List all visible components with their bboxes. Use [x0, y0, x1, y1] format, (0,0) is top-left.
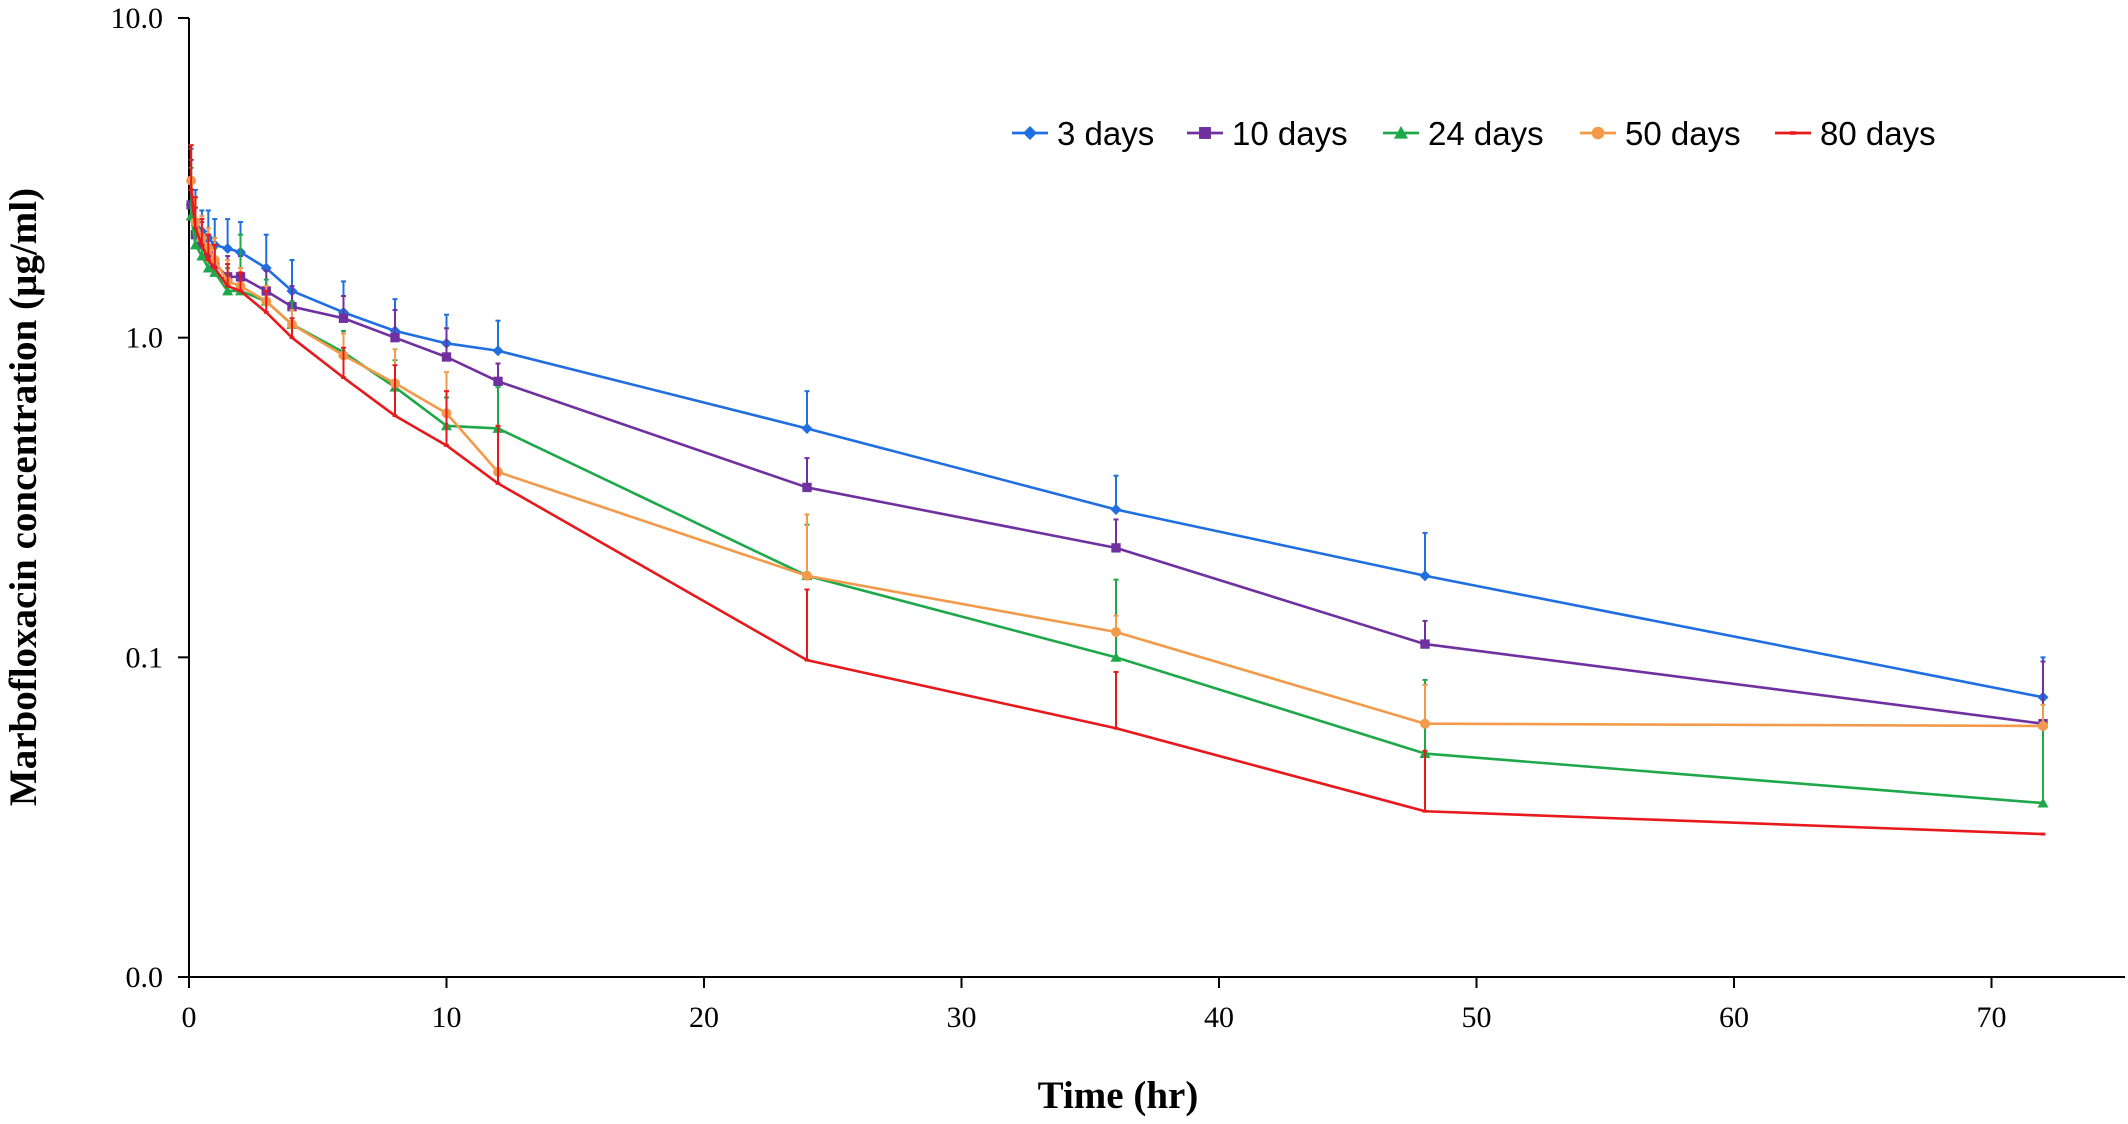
data-point — [193, 226, 198, 230]
data-point — [493, 376, 503, 387]
data-point — [222, 243, 234, 255]
tick-group: 0 10 20 30 40 50 60 70 0.0 0.1 1.0 10.0 — [111, 2, 2007, 1034]
series-80-days — [188, 144, 2046, 836]
legend-item: 24 days — [1383, 115, 1544, 152]
data-point — [492, 345, 504, 357]
series-line — [189, 204, 2044, 699]
data-point — [202, 262, 214, 273]
x-tick-label: 30 — [947, 1001, 977, 1034]
x-axis-title: Time (hr) — [1038, 1074, 1199, 1117]
x-tick-label: 40 — [1204, 1001, 1234, 1034]
data-point — [199, 243, 205, 247]
x-tick-label: 70 — [1977, 1001, 2007, 1034]
data-point — [225, 284, 231, 288]
plot-area — [185, 144, 2049, 836]
data-point — [188, 188, 194, 192]
x-tick-label: 10 — [432, 1001, 462, 1034]
legend-marker — [1023, 126, 1037, 140]
legend-marker — [1790, 131, 1796, 135]
data-point — [802, 482, 812, 493]
data-point — [1111, 627, 1121, 637]
data-point — [189, 239, 201, 250]
data-point — [1419, 570, 1431, 582]
data-point — [260, 262, 272, 274]
data-point — [390, 332, 400, 343]
y-axis-title: Marbofloxacin concentration (µg/ml) — [2, 188, 45, 806]
data-point — [804, 658, 810, 662]
data-point — [2040, 832, 2046, 836]
series-24-days — [185, 166, 2049, 808]
data-point — [2037, 797, 2049, 808]
data-point — [1420, 718, 1430, 729]
legend-item: 50 days — [1580, 115, 1741, 152]
data-point — [1422, 809, 1428, 813]
x-tick-label: 20 — [689, 1001, 719, 1034]
data-point — [263, 310, 269, 314]
data-point — [1110, 504, 1122, 516]
data-point — [1110, 651, 1122, 662]
data-point — [209, 266, 221, 277]
y-tick-label: 0.1 — [126, 641, 164, 674]
data-point — [222, 285, 234, 296]
legend: 3 days 10 days 24 days 50 days 80 days — [1012, 115, 1936, 152]
data-point — [341, 376, 346, 380]
legend-marker — [1394, 126, 1408, 139]
y-tick-label: 10.0 — [111, 2, 164, 35]
series-line — [189, 180, 2044, 728]
x-tick-label: 50 — [1462, 1001, 1492, 1034]
legend-label: 50 days — [1625, 115, 1741, 152]
data-point — [205, 258, 211, 262]
legend-label: 10 days — [1232, 115, 1348, 152]
data-point — [495, 482, 501, 485]
legend-label: 80 days — [1820, 115, 1936, 152]
data-point — [2038, 721, 2048, 731]
data-point — [338, 313, 349, 323]
y-tick-label: 1.0 — [126, 322, 164, 355]
data-point — [802, 570, 812, 581]
data-point — [196, 250, 208, 261]
legend-item: 80 days — [1775, 115, 1936, 152]
legend-label: 24 days — [1428, 115, 1544, 152]
series-line — [189, 204, 2044, 725]
y-tick-label: 0.0 — [126, 961, 164, 994]
data-point — [1111, 543, 1121, 553]
x-tick-label: 0 — [182, 1001, 197, 1034]
data-point — [1113, 726, 1119, 730]
legend-marker — [1591, 126, 1605, 140]
data-point — [441, 352, 452, 362]
legend-item: 3 days — [1012, 115, 1154, 152]
legend-label: 3 days — [1057, 115, 1154, 152]
data-point — [1420, 639, 1430, 649]
data-point — [212, 266, 218, 270]
legend-item: 10 days — [1187, 115, 1348, 152]
data-point — [392, 414, 398, 418]
legend-marker — [1199, 127, 1211, 139]
x-tick-label: 60 — [1719, 1001, 1749, 1034]
data-point — [444, 444, 449, 447]
data-point — [801, 422, 813, 434]
data-point — [238, 289, 243, 293]
axes — [188, 18, 2125, 978]
data-point — [289, 336, 295, 340]
